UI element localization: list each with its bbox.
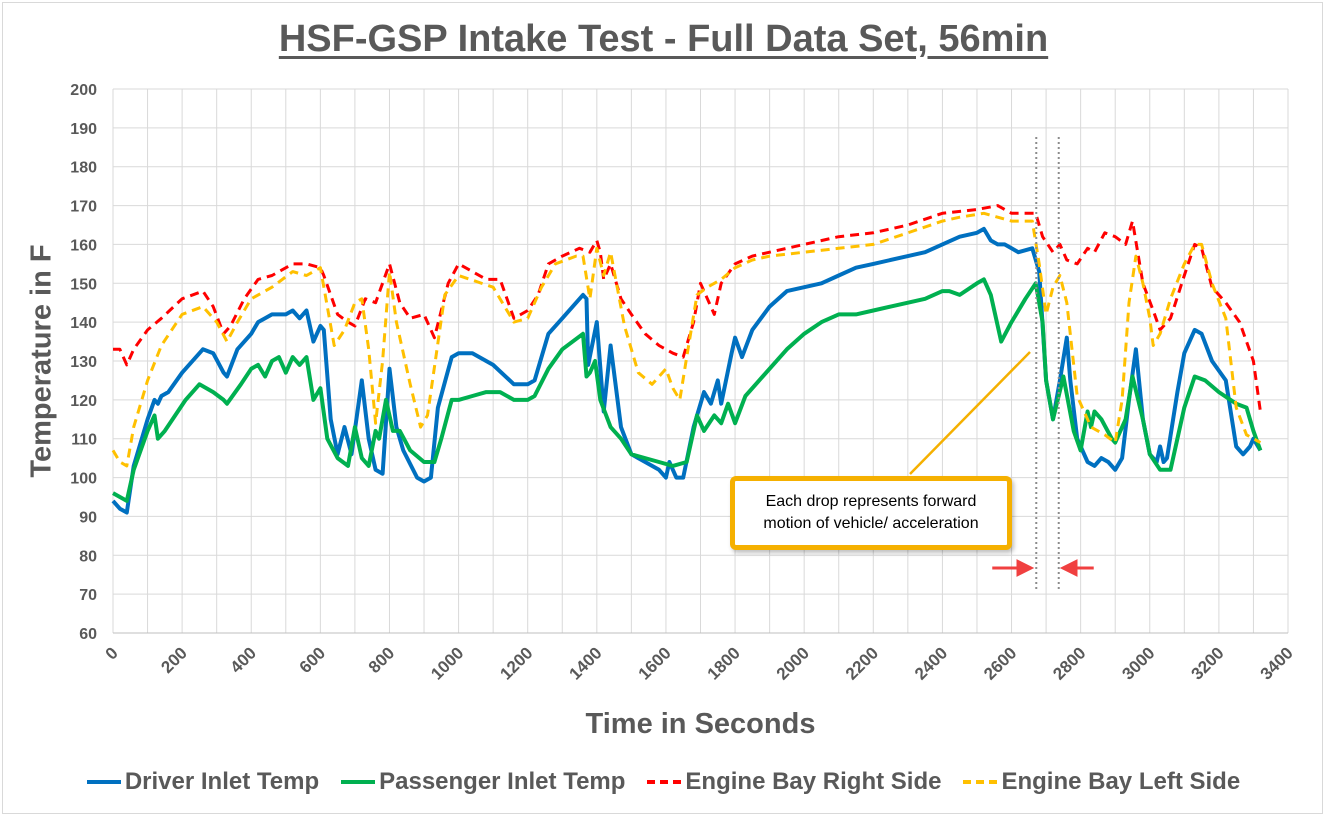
y-tick-label: 70	[79, 587, 97, 604]
legend-swatch	[86, 780, 121, 784]
annotation-callout: Each drop represents forward motion of v…	[730, 476, 1012, 550]
y-tick-label: 200	[70, 82, 97, 99]
y-tick-label: 180	[70, 160, 97, 177]
y-tick-label: 190	[70, 121, 97, 138]
legend-label: Engine Bay Right Side	[685, 768, 942, 795]
x-tick-label: 1800	[704, 643, 744, 683]
y-tick-label: 160	[70, 237, 97, 254]
y-tick-label: 140	[70, 315, 97, 332]
legend-swatch	[341, 780, 376, 784]
x-tick-label: 3000	[1118, 643, 1158, 683]
y-tick-label: 60	[79, 626, 97, 643]
x-tick-label: 400	[227, 643, 260, 676]
y-tick-label: 80	[79, 548, 97, 565]
x-axis-label: Time in Seconds	[585, 708, 816, 740]
annotation-leader-line	[909, 351, 1031, 475]
x-tick-label: 3200	[1188, 643, 1228, 683]
x-tick-label: 2000	[773, 643, 813, 683]
x-tick-label: 0	[102, 643, 122, 663]
legend-label: Engine Bay Left Side	[1001, 768, 1241, 795]
y-tick-label: 90	[79, 509, 97, 526]
x-tick-label: 600	[296, 643, 329, 676]
y-tick-label: 130	[70, 354, 97, 371]
y-tick-label: 100	[70, 471, 97, 488]
legend-label: Driver Inlet Temp	[124, 768, 320, 795]
x-tick-label: 200	[157, 643, 190, 676]
y-tick-label: 110	[71, 432, 97, 449]
x-tick-label: 1400	[565, 643, 605, 683]
y-axis-label: Temperature in F	[25, 244, 58, 478]
y-tick-label: 150	[70, 276, 97, 293]
series-line-passenger-inlet-temp	[112, 277, 1263, 503]
series-line-engine-bay-left-side	[111, 211, 1262, 468]
legend-item: Driver Inlet Temp	[86, 768, 320, 796]
x-tick-label: 2400	[911, 643, 951, 683]
series-line-driver-inlet-temp	[111, 226, 1263, 515]
legend-swatch	[647, 780, 682, 784]
x-tick-label: 1200	[496, 643, 536, 683]
x-tick-label: 2800	[1049, 643, 1089, 683]
y-tick-label: 120	[70, 393, 97, 410]
x-tick-label: 1000	[427, 643, 467, 683]
legend-item: Engine Bay Left Side	[963, 768, 1240, 796]
series-line-engine-bay-right-side	[113, 204, 1262, 412]
chart-title: HSF-GSP Intake Test - Full Data Set, 56m…	[278, 18, 1049, 60]
legend-item: Passenger Inlet Temp	[341, 768, 625, 796]
x-tick-label: 3400	[1257, 643, 1297, 683]
legend-swatch	[963, 780, 998, 784]
y-tick-label: 170	[70, 199, 97, 216]
x-tick-label: 800	[365, 643, 398, 676]
x-tick-label: 1600	[635, 643, 675, 683]
legend-label: Passenger Inlet Temp	[379, 768, 626, 795]
legend: Driver Inlet Temp Passenger Inlet Temp Eng…	[0, 768, 1327, 796]
legend-item: Engine Bay Right Side	[647, 768, 941, 796]
x-tick-label: 2600	[980, 643, 1020, 683]
x-tick-label: 2200	[842, 643, 882, 683]
